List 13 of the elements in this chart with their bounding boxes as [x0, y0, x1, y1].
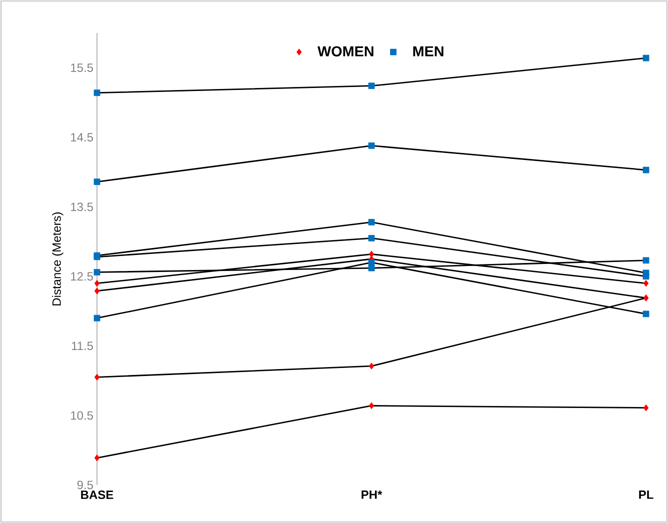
y-axis-title: Distance (Meters)	[52, 212, 64, 306]
legend-label: WOMEN	[318, 46, 374, 56]
y-tick-label: 15.5	[71, 64, 93, 72]
y-tick-label: 10.5	[71, 411, 93, 420]
x-tick-label: BASE	[81, 490, 114, 500]
y-tick-label: 9.5	[77, 480, 93, 490]
x-tick-label: PH*	[362, 490, 382, 499]
y-tick-label: 12.5	[71, 272, 93, 281]
y-tick-label: 11.5	[72, 342, 93, 350]
y-tick-label: 14.5	[71, 133, 93, 142]
y-tick-label: 13.5	[71, 202, 93, 212]
legend-label: MEN	[413, 46, 444, 56]
x-tick-label: PL	[639, 490, 654, 499]
